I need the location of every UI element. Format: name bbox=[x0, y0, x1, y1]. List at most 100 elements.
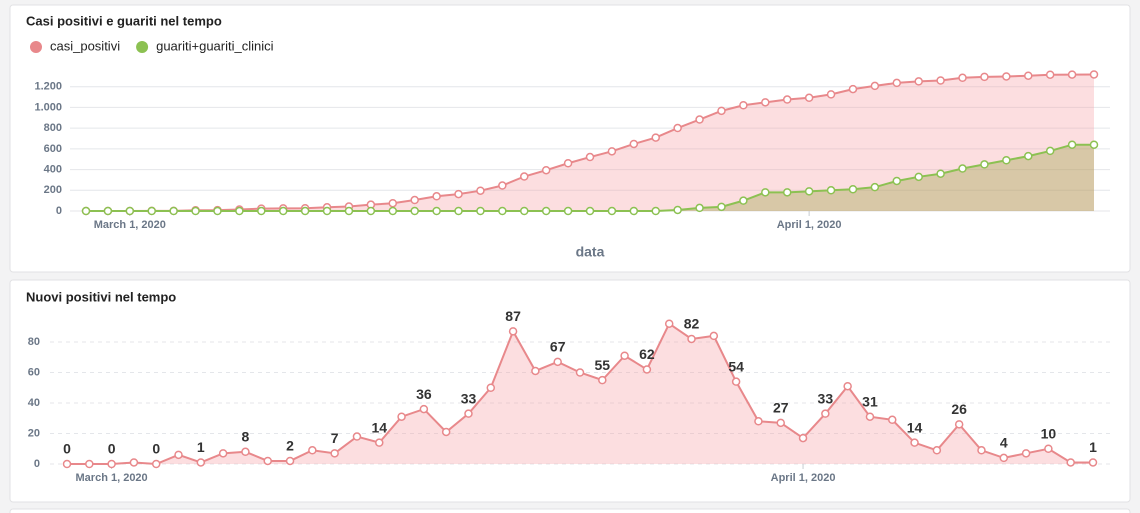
data-label: 26 bbox=[951, 401, 967, 417]
point bbox=[954, 420, 964, 429]
point bbox=[1021, 449, 1031, 458]
legend-label: casi_positivi bbox=[50, 38, 120, 53]
point bbox=[687, 334, 696, 344]
x-axis-label: data bbox=[576, 244, 605, 260]
point bbox=[1067, 140, 1077, 149]
point bbox=[826, 90, 836, 99]
point bbox=[454, 189, 463, 199]
point bbox=[598, 375, 607, 385]
card bbox=[9, 4, 1131, 273]
legend-marker bbox=[30, 41, 42, 53]
point bbox=[843, 381, 852, 391]
point bbox=[761, 188, 770, 197]
data-label: 55 bbox=[595, 357, 611, 373]
point bbox=[585, 206, 595, 216]
point bbox=[739, 101, 748, 110]
point bbox=[388, 206, 398, 216]
area-fill bbox=[67, 323, 1093, 464]
point bbox=[520, 206, 529, 216]
data-label: 27 bbox=[773, 400, 789, 416]
point bbox=[454, 206, 463, 216]
point bbox=[432, 206, 441, 216]
point bbox=[1089, 70, 1099, 79]
point bbox=[486, 383, 496, 392]
point bbox=[285, 456, 295, 466]
data-label: 0 bbox=[108, 441, 116, 457]
point bbox=[62, 459, 72, 469]
point bbox=[980, 160, 989, 169]
point bbox=[129, 458, 139, 467]
point bbox=[892, 78, 902, 88]
point bbox=[241, 447, 250, 457]
data-label: 62 bbox=[639, 346, 655, 362]
point bbox=[958, 73, 967, 83]
point bbox=[196, 458, 206, 467]
point bbox=[804, 187, 814, 196]
data-label: 1 bbox=[197, 439, 205, 455]
y-tick-label: 600 bbox=[44, 143, 62, 155]
point bbox=[620, 351, 629, 360]
data-label: 0 bbox=[63, 441, 71, 457]
point bbox=[776, 418, 785, 428]
y-tick-label: 0 bbox=[56, 205, 62, 217]
point bbox=[388, 198, 398, 208]
point bbox=[642, 365, 652, 374]
point bbox=[936, 76, 945, 85]
chart-title: Casi positivi e guariti nel tempo bbox=[26, 13, 222, 28]
point bbox=[85, 459, 94, 469]
point bbox=[308, 446, 317, 455]
point bbox=[958, 164, 967, 173]
y-tick-label: 80 bbox=[28, 336, 40, 348]
point bbox=[432, 192, 441, 201]
point bbox=[330, 449, 339, 458]
point bbox=[103, 206, 113, 216]
data-label: 4 bbox=[1000, 435, 1008, 451]
point bbox=[651, 206, 660, 216]
data-label: 33 bbox=[461, 390, 477, 406]
point bbox=[1088, 458, 1098, 467]
point bbox=[782, 188, 792, 197]
y-tick-label: 1.200 bbox=[34, 81, 62, 93]
point bbox=[81, 206, 91, 216]
data-label: 7 bbox=[331, 430, 339, 446]
point bbox=[848, 185, 858, 194]
point bbox=[782, 95, 792, 104]
point bbox=[1002, 156, 1011, 165]
point bbox=[607, 206, 617, 216]
point bbox=[585, 152, 595, 162]
point bbox=[213, 206, 222, 216]
card bbox=[9, 508, 1131, 513]
point bbox=[980, 72, 989, 82]
point bbox=[257, 206, 266, 216]
point bbox=[717, 106, 726, 116]
point bbox=[717, 202, 726, 212]
legend-label: guariti+guariti_clinici bbox=[156, 38, 274, 53]
y-tick-label: 200 bbox=[44, 184, 62, 196]
point bbox=[419, 404, 429, 414]
point bbox=[498, 181, 507, 190]
point bbox=[892, 176, 902, 186]
chart-title: Nuovi positivi nel tempo bbox=[26, 289, 176, 304]
point bbox=[651, 133, 660, 142]
point bbox=[498, 206, 507, 216]
point bbox=[870, 182, 880, 192]
card bbox=[9, 279, 1131, 503]
point bbox=[278, 206, 288, 216]
point bbox=[999, 453, 1009, 463]
data-label: 54 bbox=[728, 358, 744, 374]
point bbox=[1044, 444, 1053, 453]
point bbox=[865, 412, 875, 421]
point bbox=[352, 432, 362, 441]
y-tick-label: 800 bbox=[44, 122, 62, 134]
data-label: 14 bbox=[371, 419, 387, 435]
point bbox=[1045, 70, 1055, 79]
point bbox=[664, 319, 674, 328]
point bbox=[1024, 71, 1033, 80]
point bbox=[541, 206, 551, 216]
point bbox=[263, 456, 272, 466]
data-label: 87 bbox=[505, 308, 521, 324]
point bbox=[553, 357, 562, 367]
data-label: 0 bbox=[152, 441, 160, 457]
point bbox=[125, 206, 135, 216]
